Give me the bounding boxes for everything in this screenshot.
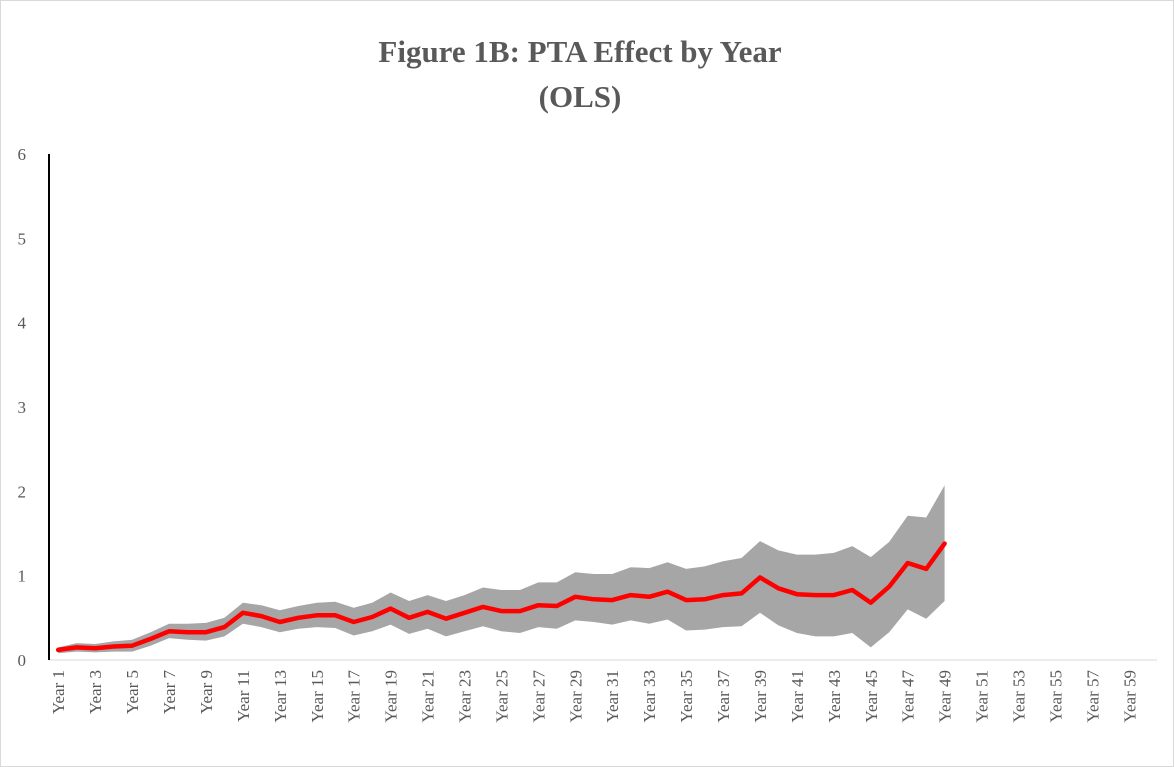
chart-title: Figure 1B: PTA Effect by Year [378, 34, 781, 69]
x-tick-label: Year 33 [640, 670, 659, 723]
x-tick-label: Year 13 [271, 670, 290, 723]
y-tick-label: 1 [18, 567, 27, 586]
y-tick-label: 3 [18, 398, 27, 417]
x-tick-label: Year 35 [677, 670, 696, 723]
x-tick-label: Year 5 [123, 670, 142, 714]
x-tick-label: Year 23 [456, 670, 475, 723]
x-tick-label: Year 9 [197, 670, 216, 714]
x-tick-label: Year 49 [936, 670, 955, 723]
x-tick-label: Year 43 [825, 670, 844, 723]
y-tick-label: 2 [18, 482, 27, 501]
confidence-band [58, 485, 945, 654]
x-tick-label: Year 31 [603, 670, 622, 723]
x-tick-label: Year 11 [234, 670, 253, 722]
x-tick-label: Year 39 [751, 670, 770, 723]
y-tick-label: 0 [18, 651, 27, 670]
x-tick-label: Year 51 [973, 670, 992, 723]
y-tick-label: 4 [18, 314, 27, 333]
y-tick-label: 5 [18, 229, 27, 248]
x-tick-label: Year 37 [714, 670, 733, 723]
x-tick-label: Year 55 [1046, 670, 1065, 723]
x-tick-label: Year 7 [160, 670, 179, 715]
x-tick-label: Year 45 [862, 670, 881, 723]
x-tick-label: Year 27 [529, 670, 548, 723]
x-tick-label: Year 17 [345, 670, 364, 723]
x-tick-label: Year 29 [566, 670, 585, 723]
x-tick-label: Year 47 [899, 670, 918, 723]
x-tick-label: Year 25 [492, 670, 511, 723]
x-tick-label: Year 21 [419, 670, 438, 723]
y-tick-label: 6 [18, 145, 27, 164]
x-tick-label: Year 57 [1083, 670, 1102, 723]
chart-title: (OLS) [539, 79, 622, 114]
x-tick-label: Year 19 [382, 670, 401, 723]
x-tick-label: Year 3 [86, 670, 105, 714]
x-tick-label: Year 15 [308, 670, 327, 723]
x-tick-label: Year 59 [1120, 670, 1139, 723]
x-tick-label: Year 53 [1010, 670, 1029, 723]
x-tick-label: Year 41 [788, 670, 807, 723]
data-line [55, 541, 947, 653]
x-tick-label: Year 1 [49, 670, 68, 714]
